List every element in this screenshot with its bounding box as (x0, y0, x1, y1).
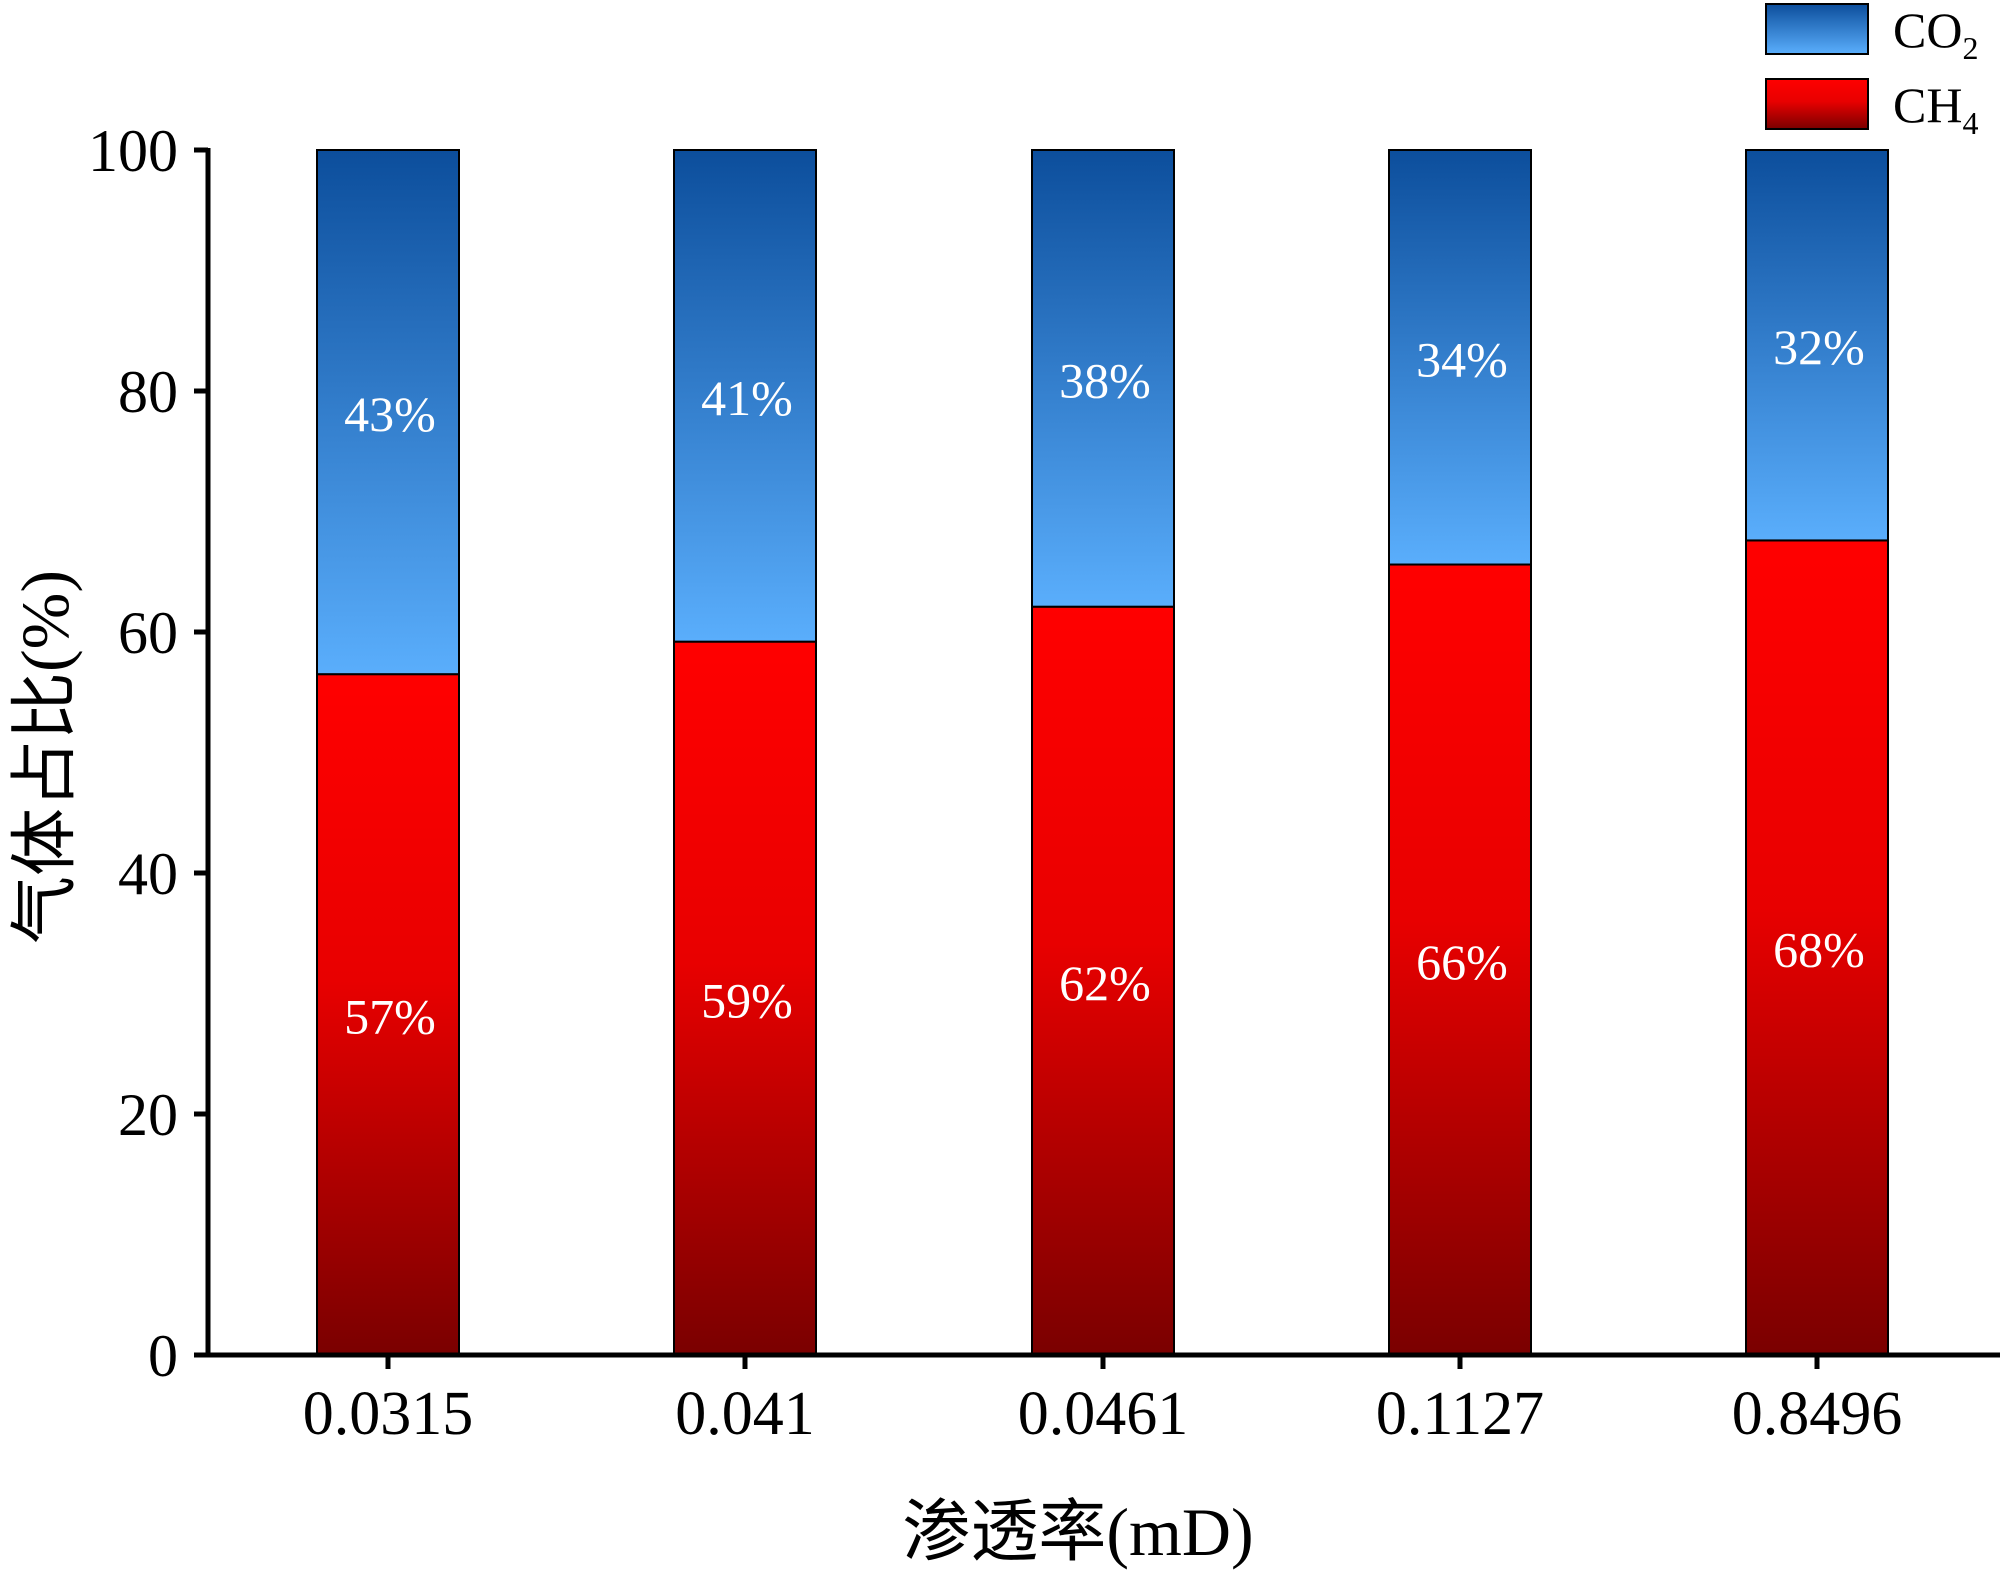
bar-co2-0.1127 (1388, 149, 1532, 566)
bar-label-co2-0.8496: 32% (1773, 319, 1865, 375)
legend-swatch-ch4 (1765, 78, 1869, 130)
x-tick-label-0.8496: 0.8496 (1732, 1380, 1903, 1448)
bar-label-ch4-0.0315: 57% (344, 989, 436, 1045)
y-tick-label-100: 100 (88, 118, 178, 184)
legend: CO2 CH4 (1765, 2, 1978, 141)
y-ticks-layer: 0 20 40 60 80 100 (88, 118, 208, 1389)
y-axis-title: 气体占比(%) (7, 570, 83, 944)
bar-co2-0.041 (673, 149, 817, 643)
y-tick-label-80: 80 (118, 359, 178, 425)
y-tick-label-20: 20 (118, 1082, 178, 1148)
bar-co2-0.8496 (1745, 149, 1889, 542)
legend-label-co2: CO2 (1893, 2, 1978, 66)
bar-label-ch4-0.041: 59% (701, 972, 793, 1028)
x-tick-label-0.0461: 0.0461 (1018, 1380, 1189, 1448)
bar-label-co2-0.1127: 34% (1416, 331, 1508, 387)
bar-co2-0.0315 (316, 149, 460, 676)
y-tick-label-60: 60 (118, 600, 178, 666)
legend-label-ch4-sub: 4 (1962, 105, 1978, 141)
bar-ch4-0.0461 (1031, 605, 1175, 1356)
bar-label-co2-0.0315: 43% (344, 386, 436, 442)
legend-label-ch4: CH4 (1893, 77, 1978, 141)
y-tick-label-40: 40 (118, 841, 178, 907)
bar-label-ch4-0.1127: 66% (1416, 934, 1508, 990)
bars-layer (316, 149, 1889, 1356)
x-tick-label-0.041: 0.041 (675, 1380, 815, 1448)
bar-label-ch4-0.8496: 68% (1773, 922, 1865, 978)
legend-label-co2-main: CO (1893, 2, 1962, 58)
bar-ch4-0.0315 (316, 673, 460, 1356)
y-tick-label-0: 0 (148, 1323, 178, 1389)
x-axis-title: 渗透率(mD) (902, 1494, 1253, 1570)
bar-labels-layer: 57% 43% 59% 41% 62% 38% 66% 34% 68% 32% (344, 319, 1865, 1044)
x-tick-label-0.1127: 0.1127 (1376, 1380, 1544, 1448)
x-ticks-layer: 0.0315 0.041 0.0461 0.1127 0.8496 (303, 1355, 1903, 1448)
legend-swatch-co2 (1765, 3, 1869, 55)
x-tick-label-0.0315: 0.0315 (303, 1380, 474, 1448)
bar-label-co2-0.041: 41% (701, 370, 793, 426)
bar-label-ch4-0.0461: 62% (1059, 955, 1151, 1011)
legend-label-co2-sub: 2 (1962, 30, 1978, 66)
bar-label-co2-0.0461: 38% (1059, 352, 1151, 408)
bar-co2-0.0461 (1031, 149, 1175, 608)
legend-label-ch4-main: CH (1893, 77, 1962, 133)
